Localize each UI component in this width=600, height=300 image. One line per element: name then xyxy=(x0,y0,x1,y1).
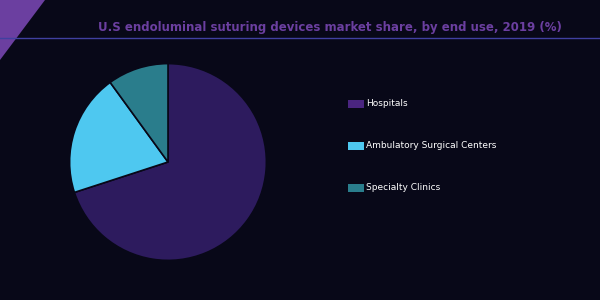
FancyBboxPatch shape xyxy=(348,184,364,192)
Text: U.S endoluminal suturing devices market share, by end use, 2019 (%): U.S endoluminal suturing devices market … xyxy=(98,21,562,34)
FancyBboxPatch shape xyxy=(348,142,364,150)
Wedge shape xyxy=(70,82,168,192)
FancyBboxPatch shape xyxy=(348,100,364,108)
Text: Specialty Clinics: Specialty Clinics xyxy=(366,183,440,192)
Wedge shape xyxy=(110,64,168,162)
Text: Ambulatory Surgical Centers: Ambulatory Surgical Centers xyxy=(366,141,496,150)
Polygon shape xyxy=(0,0,45,60)
Text: Hospitals: Hospitals xyxy=(366,99,407,108)
Wedge shape xyxy=(74,64,266,260)
